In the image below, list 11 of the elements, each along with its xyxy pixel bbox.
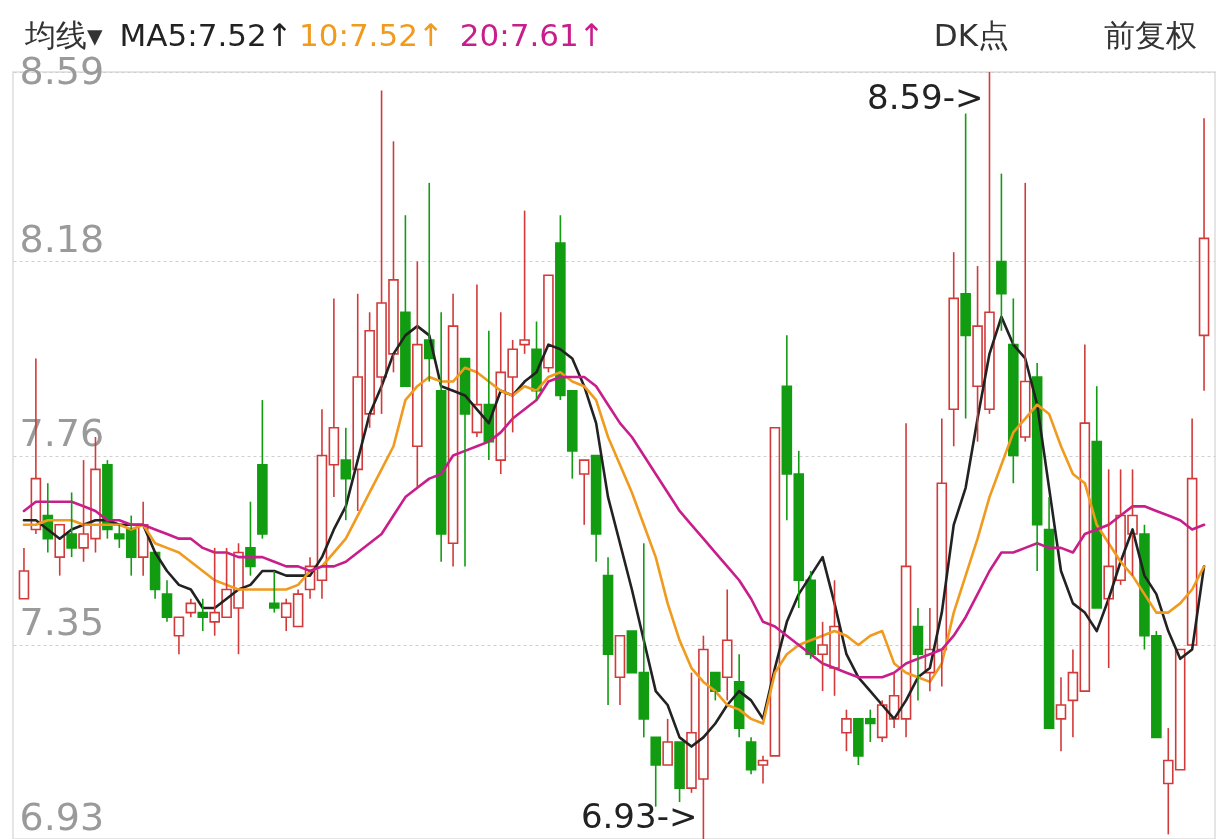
- annotation: 6.93->: [580, 796, 698, 836]
- text: MA5:7.52↑: [119, 17, 293, 53]
- text: 10:7.52↑: [299, 17, 444, 53]
- y-tick-label: 8.18: [19, 216, 105, 261]
- text: 前复权: [1104, 17, 1197, 53]
- annotation: 8.59->: [867, 77, 984, 117]
- text: 20:7.61↑: [459, 17, 605, 53]
- text: DK点: [933, 17, 1009, 53]
- y-tick-label: 7.35: [19, 600, 105, 645]
- y-tick-label: 6.93: [19, 794, 105, 839]
- text: 均线▾: [24, 17, 103, 53]
